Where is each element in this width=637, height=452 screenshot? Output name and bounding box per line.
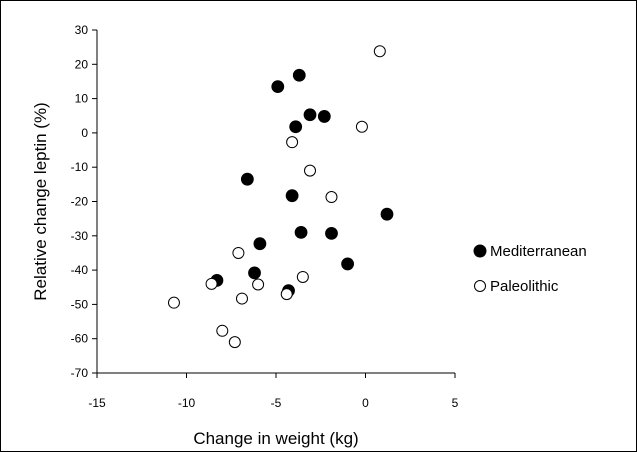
mediterranean-point: [303, 108, 317, 122]
y-tick-label: -30: [71, 229, 89, 243]
mediterranean-point: [253, 237, 267, 251]
paleolithic-point: [235, 292, 248, 305]
legend-marker-mediterranean: [473, 244, 487, 258]
paleolithic-point: [325, 191, 338, 204]
mediterranean-point: [289, 120, 303, 134]
x-tick-label: 5: [452, 396, 459, 410]
mediterranean-point: [317, 110, 331, 123]
mediterranean-point: [294, 225, 308, 239]
x-axis-title: Change in weight (kg): [193, 429, 358, 448]
paleolithic-point: [167, 296, 180, 309]
mediterranean-point: [240, 172, 254, 186]
y-axis-title: Relative change leptin (%): [31, 102, 50, 300]
y-axis-ticks: 30 20 10 0 -10 -20 -30 -40 -50 -60 -70: [71, 23, 97, 380]
paleolithic-point: [232, 246, 245, 259]
x-tick-label: 0: [362, 396, 369, 410]
legend: Mediterranean Paleolithic: [473, 243, 587, 295]
y-tick-label: -70: [71, 366, 89, 380]
y-tick-label: 10: [75, 92, 89, 106]
paleolithic-point: [216, 324, 229, 337]
x-tick-label: -15: [88, 396, 106, 410]
paleolithic-point: [355, 120, 368, 133]
x-tick-label: -10: [178, 396, 196, 410]
y-tick-label: -40: [71, 263, 89, 277]
y-tick-label: -10: [71, 160, 89, 174]
mediterranean-point: [380, 207, 394, 221]
paleolithic-point: [228, 336, 241, 349]
mediterranean-point: [271, 80, 285, 93]
legend-label-paleolithic: Paleolithic: [490, 278, 559, 295]
paleolithic-point: [205, 277, 218, 290]
mediterranean-point: [285, 189, 299, 203]
legend-marker-paleolithic: [474, 280, 486, 292]
y-tick-label: 0: [81, 126, 88, 140]
paleolithic-point: [373, 45, 386, 58]
y-tick-label: 30: [75, 23, 89, 37]
y-tick-label: -60: [71, 332, 89, 346]
paleolithic-point: [286, 136, 299, 149]
y-tick-label: -50: [71, 297, 89, 311]
y-tick-label: -20: [71, 195, 89, 209]
mediterranean-point: [325, 226, 338, 240]
mediterranean-point: [292, 68, 306, 82]
y-tick-label: 20: [75, 57, 89, 71]
x-axis-ticks: -15 -10 -5 0 5: [88, 373, 459, 410]
x-tick-label: -5: [271, 396, 282, 410]
mediterranean-point: [248, 266, 261, 280]
data-points: [167, 45, 394, 349]
paleolithic-point: [280, 288, 293, 301]
paleolithic-point: [304, 164, 317, 177]
paleolithic-point: [252, 278, 265, 291]
paleolithic-point: [296, 270, 309, 283]
mediterranean-point: [341, 257, 355, 271]
legend-label-mediterranean: Mediterranean: [490, 243, 587, 260]
